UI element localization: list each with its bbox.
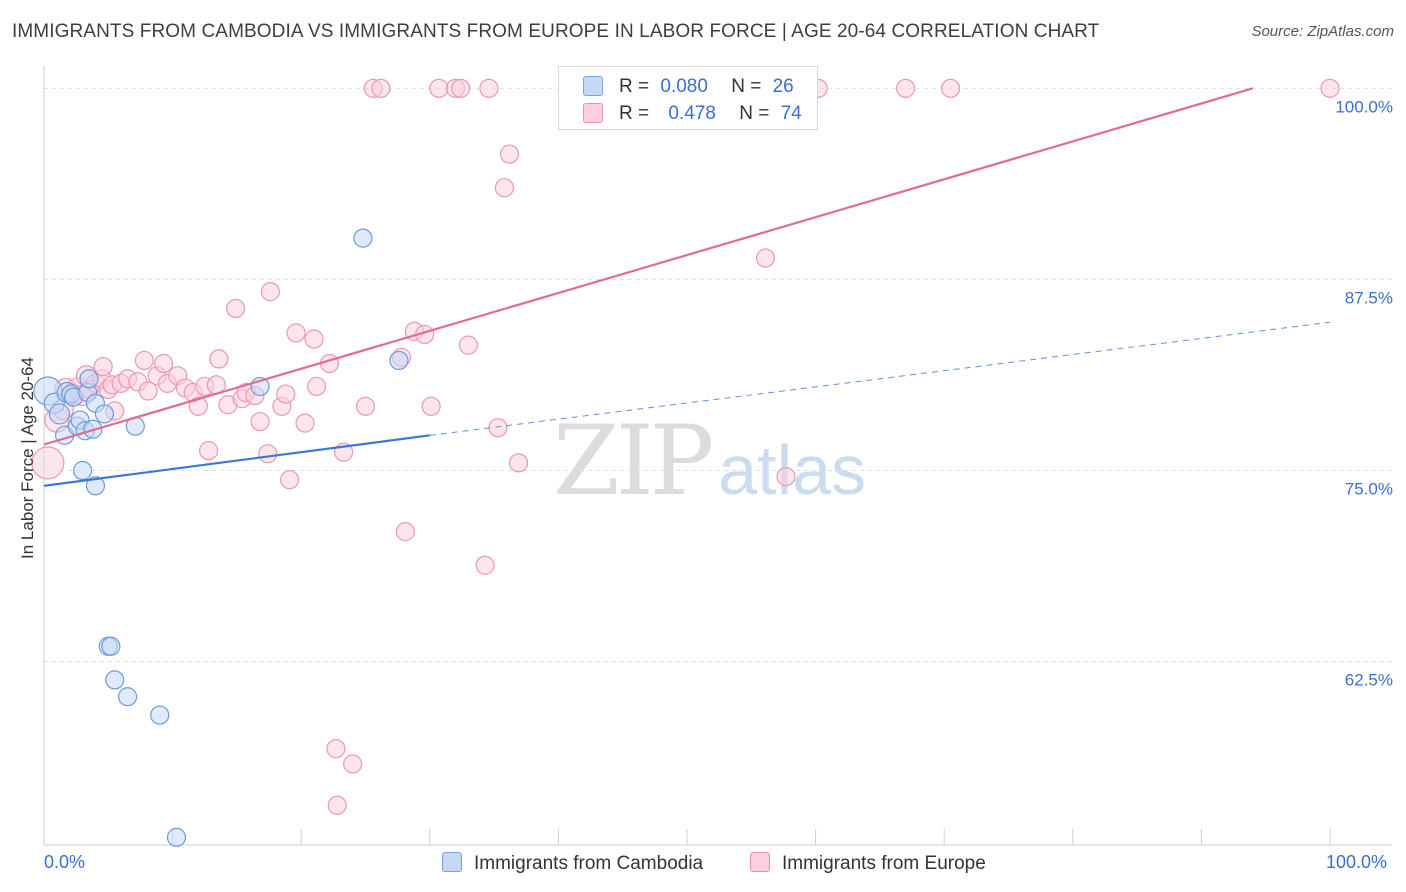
point-europe bbox=[134, 350, 154, 371]
stats-row-europe: R = 0.478 N = 74 bbox=[583, 103, 802, 127]
cambodia-swatch bbox=[583, 76, 603, 96]
europe-r-value: 0.478 bbox=[668, 103, 716, 124]
point-europe bbox=[199, 441, 219, 461]
point-cambodia bbox=[85, 476, 106, 496]
cambodia-n-label: N = bbox=[731, 76, 762, 97]
europe-n-label: N = bbox=[739, 103, 770, 124]
point-europe bbox=[1320, 78, 1340, 98]
point-europe bbox=[488, 418, 508, 438]
cambodia-r-label: R = bbox=[619, 76, 650, 97]
point-cambodia bbox=[150, 705, 170, 725]
point-europe bbox=[395, 522, 415, 542]
point-europe bbox=[475, 555, 495, 575]
y-tick-label: 75.0% bbox=[1345, 479, 1393, 498]
point-europe bbox=[479, 78, 499, 98]
point-europe bbox=[209, 349, 229, 369]
stats-legend: R = 0.080 N = 26 R = 0.478 N = 74 bbox=[558, 66, 818, 130]
point-europe bbox=[153, 353, 174, 374]
legend-item-europe: Immigrants from Europe bbox=[750, 852, 986, 875]
point-europe bbox=[776, 467, 796, 487]
europe-r-label: R = bbox=[619, 103, 650, 124]
cambodia-r-value: 0.080 bbox=[660, 76, 708, 97]
europe-n-value: 74 bbox=[780, 103, 802, 124]
point-europe bbox=[226, 298, 246, 319]
source-credit: Source: ZipAtlas.com bbox=[1251, 23, 1394, 40]
point-europe bbox=[304, 329, 324, 349]
point-europe bbox=[276, 384, 296, 404]
point-cambodia bbox=[79, 369, 99, 389]
point-europe bbox=[429, 78, 449, 98]
point-cambodia bbox=[105, 670, 125, 690]
point-europe bbox=[326, 739, 346, 759]
y-tick-label: 87.5% bbox=[1345, 288, 1393, 307]
legend-swatch-cambodia bbox=[442, 852, 462, 872]
point-europe bbox=[327, 795, 347, 815]
y-axis-label: In Labor Force | Age 20-64 bbox=[18, 357, 37, 559]
point-cambodia bbox=[72, 460, 93, 481]
point-cambodia bbox=[117, 687, 138, 707]
point-europe bbox=[286, 323, 306, 343]
legend-item-cambodia: Immigrants from Cambodia bbox=[442, 852, 703, 875]
point-europe bbox=[295, 413, 315, 433]
x-tick-label-min: 0.0% bbox=[44, 852, 86, 872]
point-europe bbox=[93, 356, 113, 377]
y-tick-label: 62.5% bbox=[1345, 671, 1393, 690]
point-cambodia bbox=[353, 228, 373, 248]
trendline-europe bbox=[43, 87, 1254, 446]
trendline-cambodia bbox=[43, 434, 430, 487]
legend-label-cambodia: Immigrants from Cambodia bbox=[474, 853, 704, 874]
point-europe bbox=[343, 754, 363, 774]
point-europe bbox=[307, 376, 327, 397]
point-cambodia bbox=[94, 404, 115, 424]
point-europe bbox=[494, 178, 514, 198]
chart-title: IMMIGRANTS FROM CAMBODIA VS IMMIGRANTS F… bbox=[12, 21, 1100, 42]
trendline-cambodia-extrapolated bbox=[429, 321, 1331, 436]
point-europe bbox=[941, 78, 961, 98]
y-tick-label: 100.0% bbox=[1335, 97, 1393, 116]
point-europe bbox=[250, 411, 270, 432]
point-cambodia bbox=[101, 636, 121, 656]
point-europe bbox=[508, 453, 529, 473]
europe-swatch bbox=[583, 103, 603, 123]
point-europe bbox=[755, 248, 776, 268]
point-europe bbox=[260, 282, 280, 302]
point-europe bbox=[371, 78, 391, 98]
point-europe bbox=[31, 446, 65, 480]
point-europe bbox=[896, 78, 916, 98]
point-europe bbox=[451, 78, 471, 98]
point-europe bbox=[188, 396, 208, 416]
x-tick-label-max: 100.0% bbox=[1326, 852, 1388, 872]
point-europe bbox=[138, 381, 158, 401]
point-europe bbox=[280, 470, 300, 490]
point-europe bbox=[499, 144, 520, 164]
point-europe bbox=[258, 444, 278, 464]
cambodia-n-value: 26 bbox=[772, 76, 794, 97]
point-europe bbox=[421, 396, 441, 416]
legend-swatch-europe bbox=[750, 852, 770, 872]
point-europe bbox=[319, 353, 340, 374]
legend-label-europe: Immigrants from Europe bbox=[782, 853, 986, 874]
point-europe bbox=[458, 335, 478, 355]
point-cambodia bbox=[389, 350, 409, 371]
point-cambodia bbox=[166, 827, 187, 847]
point-cambodia bbox=[48, 403, 71, 425]
point-europe bbox=[355, 396, 376, 416]
stats-row-cambodia: R = 0.080 N = 26 bbox=[583, 76, 794, 100]
